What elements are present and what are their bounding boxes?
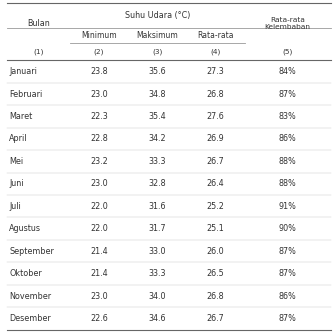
Text: 26.9: 26.9 — [207, 135, 224, 144]
Text: Bulan: Bulan — [27, 19, 50, 28]
Text: 32.8: 32.8 — [149, 179, 166, 188]
Text: 27.3: 27.3 — [207, 67, 224, 76]
Text: Agustus: Agustus — [9, 224, 41, 233]
Text: (1): (1) — [33, 49, 43, 55]
Text: 86%: 86% — [279, 291, 297, 300]
Text: 23.0: 23.0 — [90, 291, 108, 300]
Text: 21.4: 21.4 — [90, 247, 108, 256]
Text: Desember: Desember — [9, 314, 51, 323]
Text: 23.0: 23.0 — [90, 90, 108, 99]
Text: November: November — [9, 291, 51, 300]
Text: Juli: Juli — [9, 202, 21, 211]
Text: 34.8: 34.8 — [149, 90, 166, 99]
Text: Minimum: Minimum — [81, 31, 117, 40]
Text: 26.8: 26.8 — [207, 291, 224, 300]
Text: Oktober: Oktober — [9, 269, 42, 278]
Text: 35.6: 35.6 — [149, 67, 166, 76]
Text: 90%: 90% — [279, 224, 297, 233]
Text: Januari: Januari — [9, 67, 37, 76]
Text: 88%: 88% — [279, 179, 297, 188]
Text: April: April — [9, 135, 28, 144]
Text: 83%: 83% — [279, 112, 297, 121]
Text: 22.3: 22.3 — [90, 112, 108, 121]
Text: Maret: Maret — [9, 112, 32, 121]
Text: 22.8: 22.8 — [90, 135, 108, 144]
Text: 21.4: 21.4 — [90, 269, 108, 278]
Text: 33.0: 33.0 — [149, 247, 166, 256]
Text: 87%: 87% — [279, 314, 297, 323]
Text: Maksimum: Maksimum — [137, 31, 178, 40]
Text: (4): (4) — [210, 49, 221, 55]
Text: 31.7: 31.7 — [149, 224, 166, 233]
Text: 26.8: 26.8 — [207, 90, 224, 99]
Text: 87%: 87% — [279, 247, 297, 256]
Text: 91%: 91% — [279, 202, 297, 211]
Text: 26.4: 26.4 — [207, 179, 224, 188]
Text: 34.2: 34.2 — [149, 135, 166, 144]
Text: (5): (5) — [283, 49, 293, 55]
Text: 87%: 87% — [279, 269, 297, 278]
Text: 26.7: 26.7 — [207, 157, 224, 166]
Text: Rata-rata: Rata-rata — [197, 31, 234, 40]
Text: 35.4: 35.4 — [149, 112, 166, 121]
Text: Suhu Udara (°C): Suhu Udara (°C) — [125, 11, 190, 20]
Text: 34.0: 34.0 — [149, 291, 166, 300]
Text: 84%: 84% — [279, 67, 297, 76]
Text: 27.6: 27.6 — [207, 112, 224, 121]
Text: 31.6: 31.6 — [149, 202, 166, 211]
Text: Rata-rata
Kelembaban: Rata-rata Kelembaban — [265, 17, 311, 30]
Text: 33.3: 33.3 — [149, 269, 166, 278]
Text: 22.0: 22.0 — [90, 202, 108, 211]
Text: 26.0: 26.0 — [207, 247, 224, 256]
Text: 23.8: 23.8 — [90, 67, 108, 76]
Text: 22.6: 22.6 — [90, 314, 108, 323]
Text: 34.6: 34.6 — [149, 314, 166, 323]
Text: 86%: 86% — [279, 135, 297, 144]
Text: 33.3: 33.3 — [149, 157, 166, 166]
Text: 88%: 88% — [279, 157, 297, 166]
Text: Juni: Juni — [9, 179, 24, 188]
Text: Mei: Mei — [9, 157, 23, 166]
Text: 26.7: 26.7 — [207, 314, 224, 323]
Text: Februari: Februari — [9, 90, 42, 99]
Text: 87%: 87% — [279, 90, 297, 99]
Text: September: September — [9, 247, 54, 256]
Text: (2): (2) — [94, 49, 104, 55]
Text: 25.1: 25.1 — [207, 224, 224, 233]
Text: 26.5: 26.5 — [207, 269, 224, 278]
Text: 23.2: 23.2 — [90, 157, 108, 166]
Text: (3): (3) — [152, 49, 163, 55]
Text: 25.2: 25.2 — [207, 202, 224, 211]
Text: 22.0: 22.0 — [90, 224, 108, 233]
Text: 23.0: 23.0 — [90, 179, 108, 188]
